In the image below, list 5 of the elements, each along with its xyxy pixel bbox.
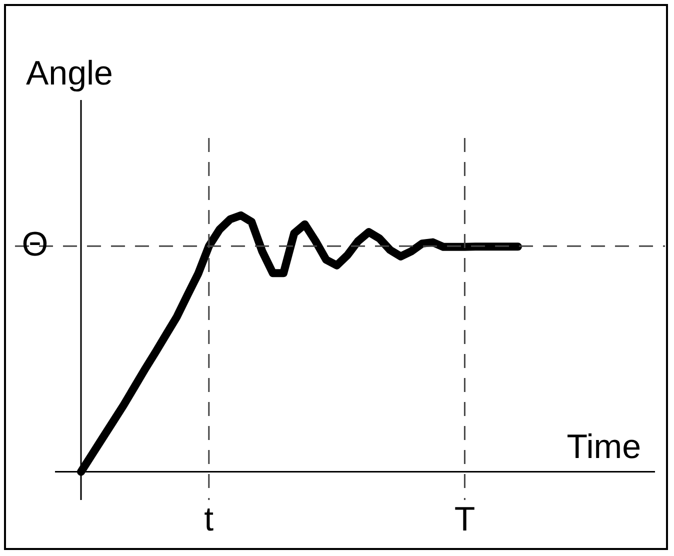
x-tick-label: t bbox=[204, 500, 214, 538]
y-axis-title: Angle bbox=[26, 54, 113, 92]
ref-line-label: Θ bbox=[22, 226, 48, 264]
x-axis-title: Time bbox=[566, 428, 641, 466]
x-tick-label: T bbox=[454, 500, 476, 538]
